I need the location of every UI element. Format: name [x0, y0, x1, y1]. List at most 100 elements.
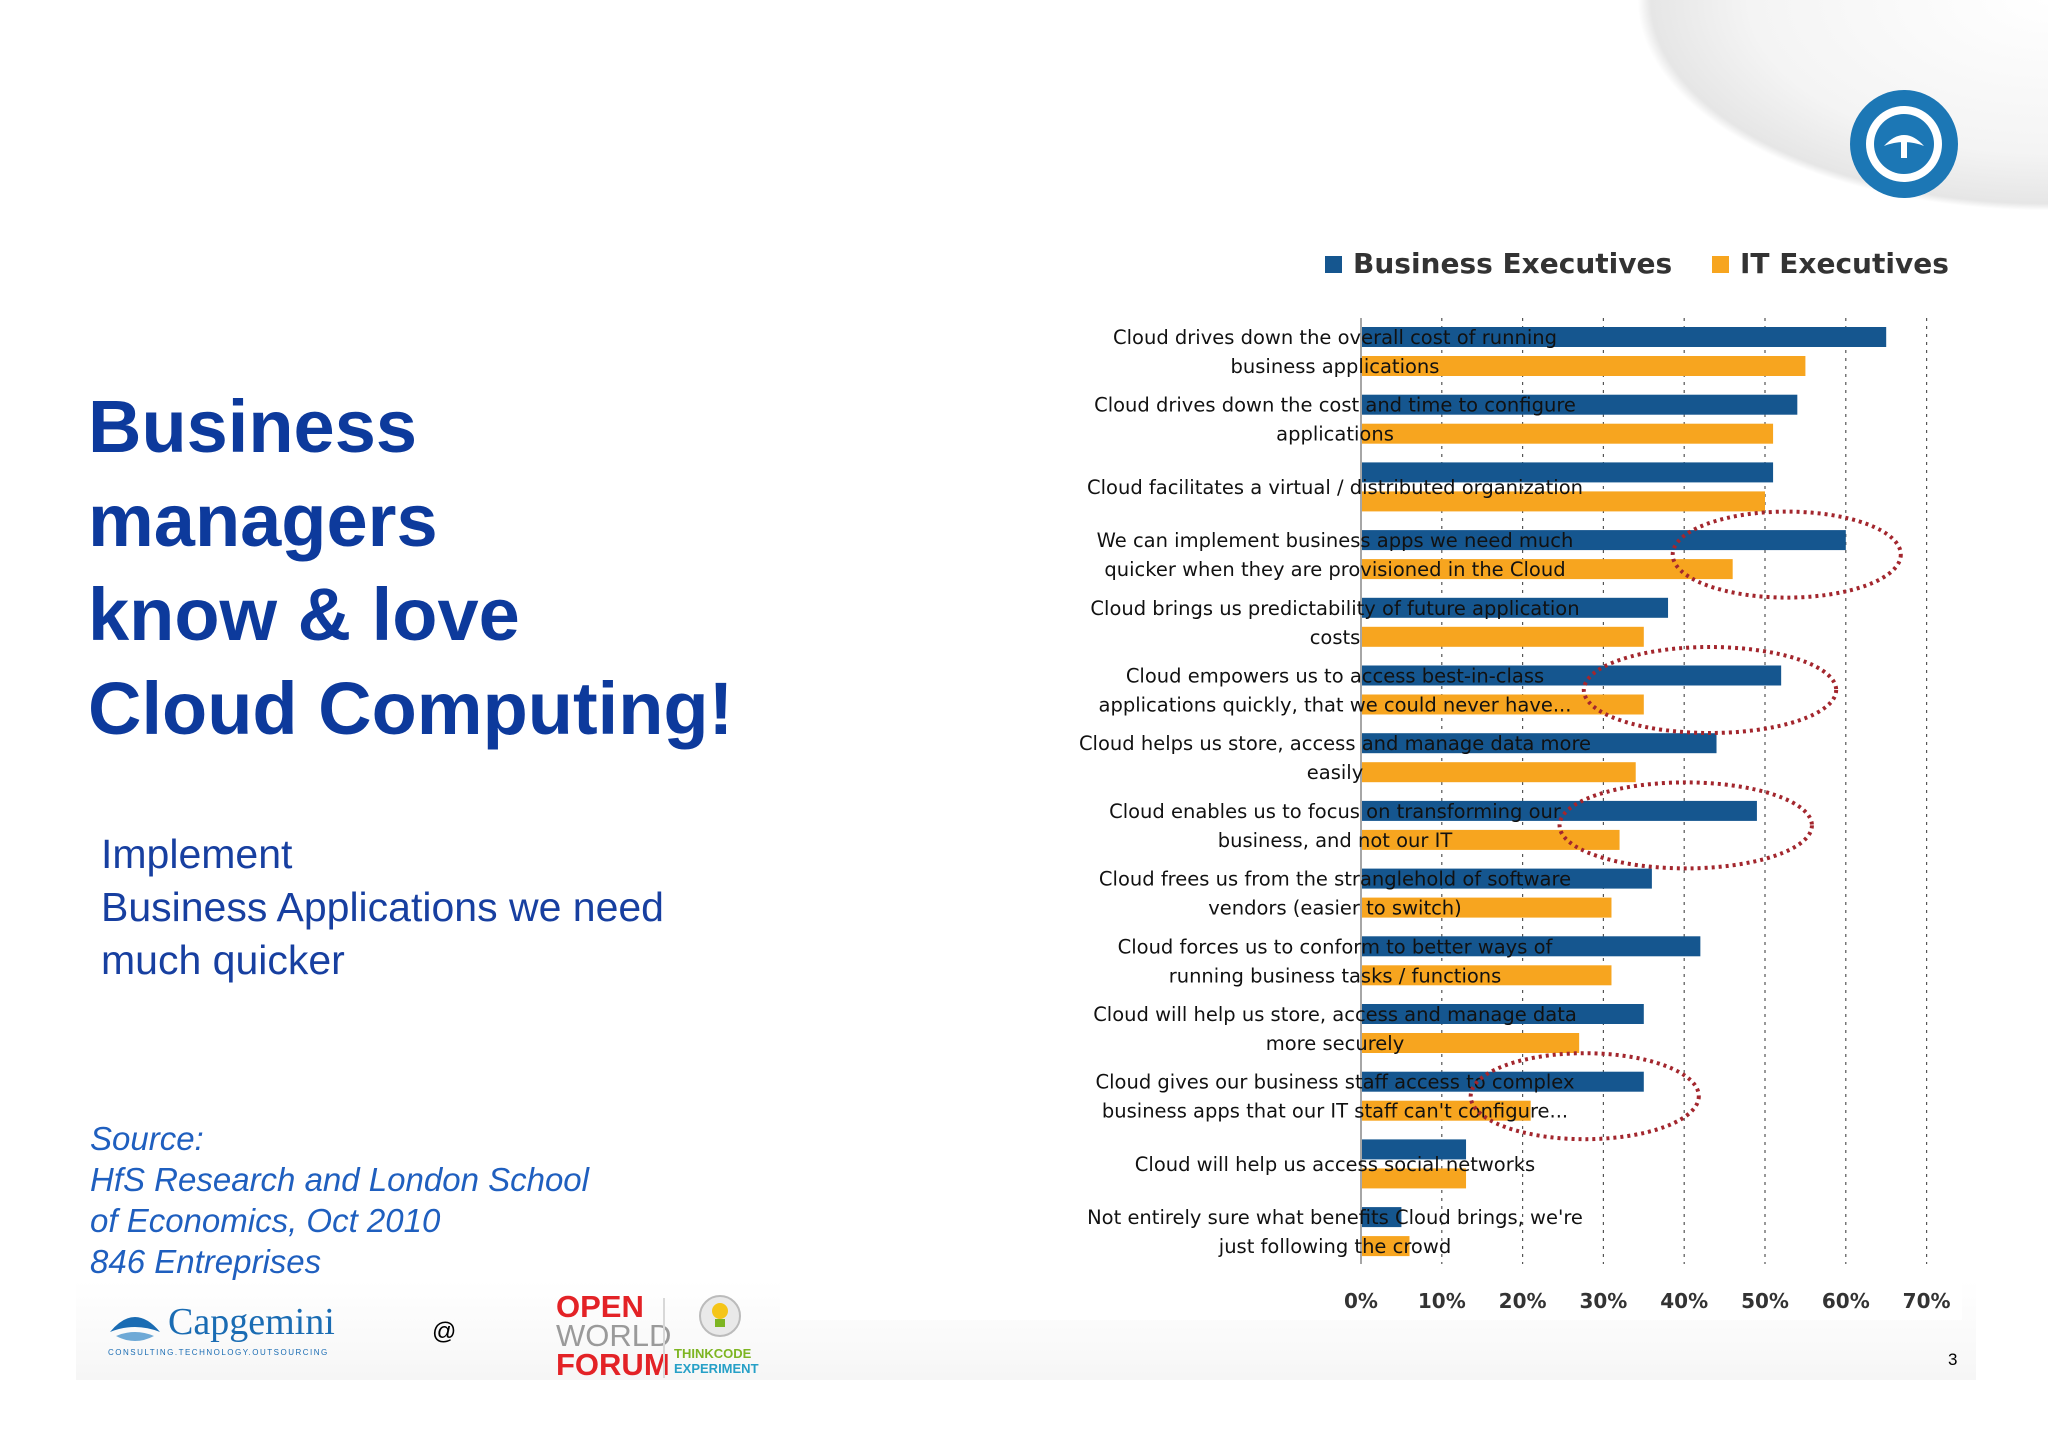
category-label: We can implement business apps we need m…	[1097, 529, 1574, 552]
highlight-circle	[1557, 780, 1814, 871]
category-label: Cloud frees us from the stranglehold of …	[1099, 868, 1571, 891]
business-bar	[1362, 1071, 1644, 1092]
x-tick-label: 20%	[1499, 1289, 1547, 1313]
legend-label: Business Executives	[1353, 247, 1672, 280]
subtitle-line: Implement	[101, 831, 293, 877]
category-label: applications quickly, that we could neve…	[1099, 694, 1572, 717]
capgemini-tagline: CONSULTING.TECHNOLOGY.OUTSOURCING	[108, 1348, 329, 1357]
business-bar	[1362, 1207, 1402, 1228]
category-label: Cloud brings us predictability of future…	[1090, 597, 1579, 620]
x-tick-label: 10%	[1418, 1289, 1466, 1313]
it-bar	[1362, 626, 1644, 647]
it-bar	[1362, 423, 1774, 444]
it-bar	[1362, 694, 1644, 715]
category-label: just following the crowd	[1218, 1235, 1451, 1258]
thinkcode-experiment-logo: THINKCODE EXPERIMENT	[672, 1294, 772, 1380]
title-line: Cloud Computing!	[88, 667, 734, 750]
business-bar	[1362, 462, 1774, 483]
highlight-circle	[1670, 509, 1903, 600]
lightbulb-icon	[699, 1295, 741, 1337]
logo-divider	[663, 1298, 665, 1378]
it-bar	[1362, 897, 1612, 918]
category-label: quicker when they are provisioned in the…	[1104, 558, 1565, 581]
category-label: running business tasks / functions	[1169, 964, 1502, 987]
it-bar	[1362, 1236, 1410, 1257]
it-bar	[1362, 1100, 1531, 1121]
business-bar	[1362, 327, 1887, 347]
spade-icon	[110, 1317, 160, 1341]
it-bar	[1362, 491, 1765, 512]
category-label: applications	[1276, 423, 1394, 446]
source-line: HfS Research and London School	[90, 1161, 589, 1198]
category-label: Cloud enables us to focus on transformin…	[1109, 800, 1562, 823]
it-bar	[1362, 829, 1620, 850]
category-label: Cloud facilitates a virtual / distribute…	[1087, 476, 1583, 499]
x-tick-label: 50%	[1741, 1289, 1789, 1313]
it-bar	[1362, 762, 1636, 783]
business-bar	[1362, 394, 1798, 415]
business-bar	[1362, 1004, 1644, 1024]
business-bar	[1362, 665, 1782, 686]
slide-title: Business managers know & love Cloud Comp…	[88, 380, 788, 756]
source-line: of Economics, Oct 2010	[90, 1202, 441, 1239]
it-bar	[1362, 1033, 1580, 1053]
capgemini-wordmark: Capgemini	[168, 1301, 335, 1343]
collaborative-seal-logo	[1850, 90, 1958, 198]
page-curl-decoration	[1580, 0, 2048, 240]
business-bar	[1362, 597, 1669, 618]
category-label: business, and not our IT	[1218, 829, 1453, 852]
legend-swatch	[1712, 256, 1729, 273]
category-label: Not entirely sure what benefits Cloud br…	[1087, 1206, 1583, 1229]
x-tick-label: 40%	[1660, 1289, 1708, 1313]
business-bar	[1362, 530, 1846, 551]
chart-panel: Business Executives IT Executives 0% 10% 20%…	[780, 228, 1962, 1320]
business-bar	[1362, 868, 1652, 889]
business-bar	[1362, 733, 1717, 754]
tce-line: EXPERIMENT	[674, 1361, 759, 1376]
source-note: Source: HfS Research and London School o…	[90, 1118, 690, 1282]
highlight-circle	[1581, 645, 1839, 735]
category-label: Cloud drives down the overall cost of ru…	[1113, 326, 1557, 349]
category-label: business applications	[1231, 355, 1440, 378]
legend-label: IT Executives	[1740, 247, 1949, 280]
category-label: Cloud will help us access social network…	[1135, 1153, 1535, 1176]
open-world-forum-logo: OPEN WORLD FORUM	[556, 1289, 672, 1382]
subtitle-line: much quicker	[101, 937, 345, 983]
category-label: more securely	[1266, 1032, 1405, 1055]
it-bar	[1362, 559, 1733, 580]
title-line: know & love	[88, 573, 520, 656]
owf-line: OPEN	[556, 1289, 644, 1324]
category-label: easily	[1307, 761, 1363, 784]
x-tick-label: 70%	[1903, 1289, 1951, 1313]
category-label: business apps that our IT staff can't co…	[1102, 1100, 1568, 1123]
category-label: Cloud gives our business staff access to…	[1096, 1071, 1575, 1094]
category-label: Cloud forces us to conform to better way…	[1118, 935, 1554, 958]
category-label: costs	[1310, 626, 1361, 649]
highlight-circle	[1468, 1051, 1701, 1142]
category-label: Cloud empowers us to access best-in-clas…	[1126, 665, 1544, 688]
slide-subtitle: Implement Business Applications we need …	[101, 828, 741, 987]
business-bar	[1362, 800, 1757, 821]
source-line: 846 Entreprises	[90, 1243, 322, 1280]
it-bar	[1362, 965, 1612, 986]
capgemini-logo: Capgemini CONSULTING.TECHNOLOGY.OUTSOURC…	[106, 1300, 346, 1362]
x-tick-label: 60%	[1822, 1289, 1870, 1313]
source-line: Source:	[90, 1120, 204, 1157]
business-bar	[1362, 1139, 1467, 1160]
category-label: Cloud will help us store, access and man…	[1093, 1003, 1577, 1026]
category-label: Cloud helps us store, access and manage …	[1079, 732, 1591, 755]
subtitle-line: Business Applications we need	[101, 884, 664, 930]
legend-swatch	[1325, 256, 1342, 273]
business-bar	[1362, 936, 1701, 957]
title-line: Business	[88, 385, 418, 468]
page-number: 3	[1948, 1350, 1958, 1369]
tce-line: THINKCODE	[674, 1346, 752, 1361]
it-bar	[1362, 1168, 1467, 1189]
owf-line: FORUM	[556, 1347, 670, 1382]
category-label: vendors (easier to switch)	[1208, 897, 1462, 920]
at-symbol: @	[432, 1318, 457, 1345]
x-tick-label: 30%	[1579, 1289, 1627, 1313]
bar-chart: Business Executives IT Executives 0% 10% 20%…	[1079, 247, 1951, 1313]
owf-line: WORLD	[556, 1318, 672, 1353]
title-line: managers	[88, 479, 438, 562]
